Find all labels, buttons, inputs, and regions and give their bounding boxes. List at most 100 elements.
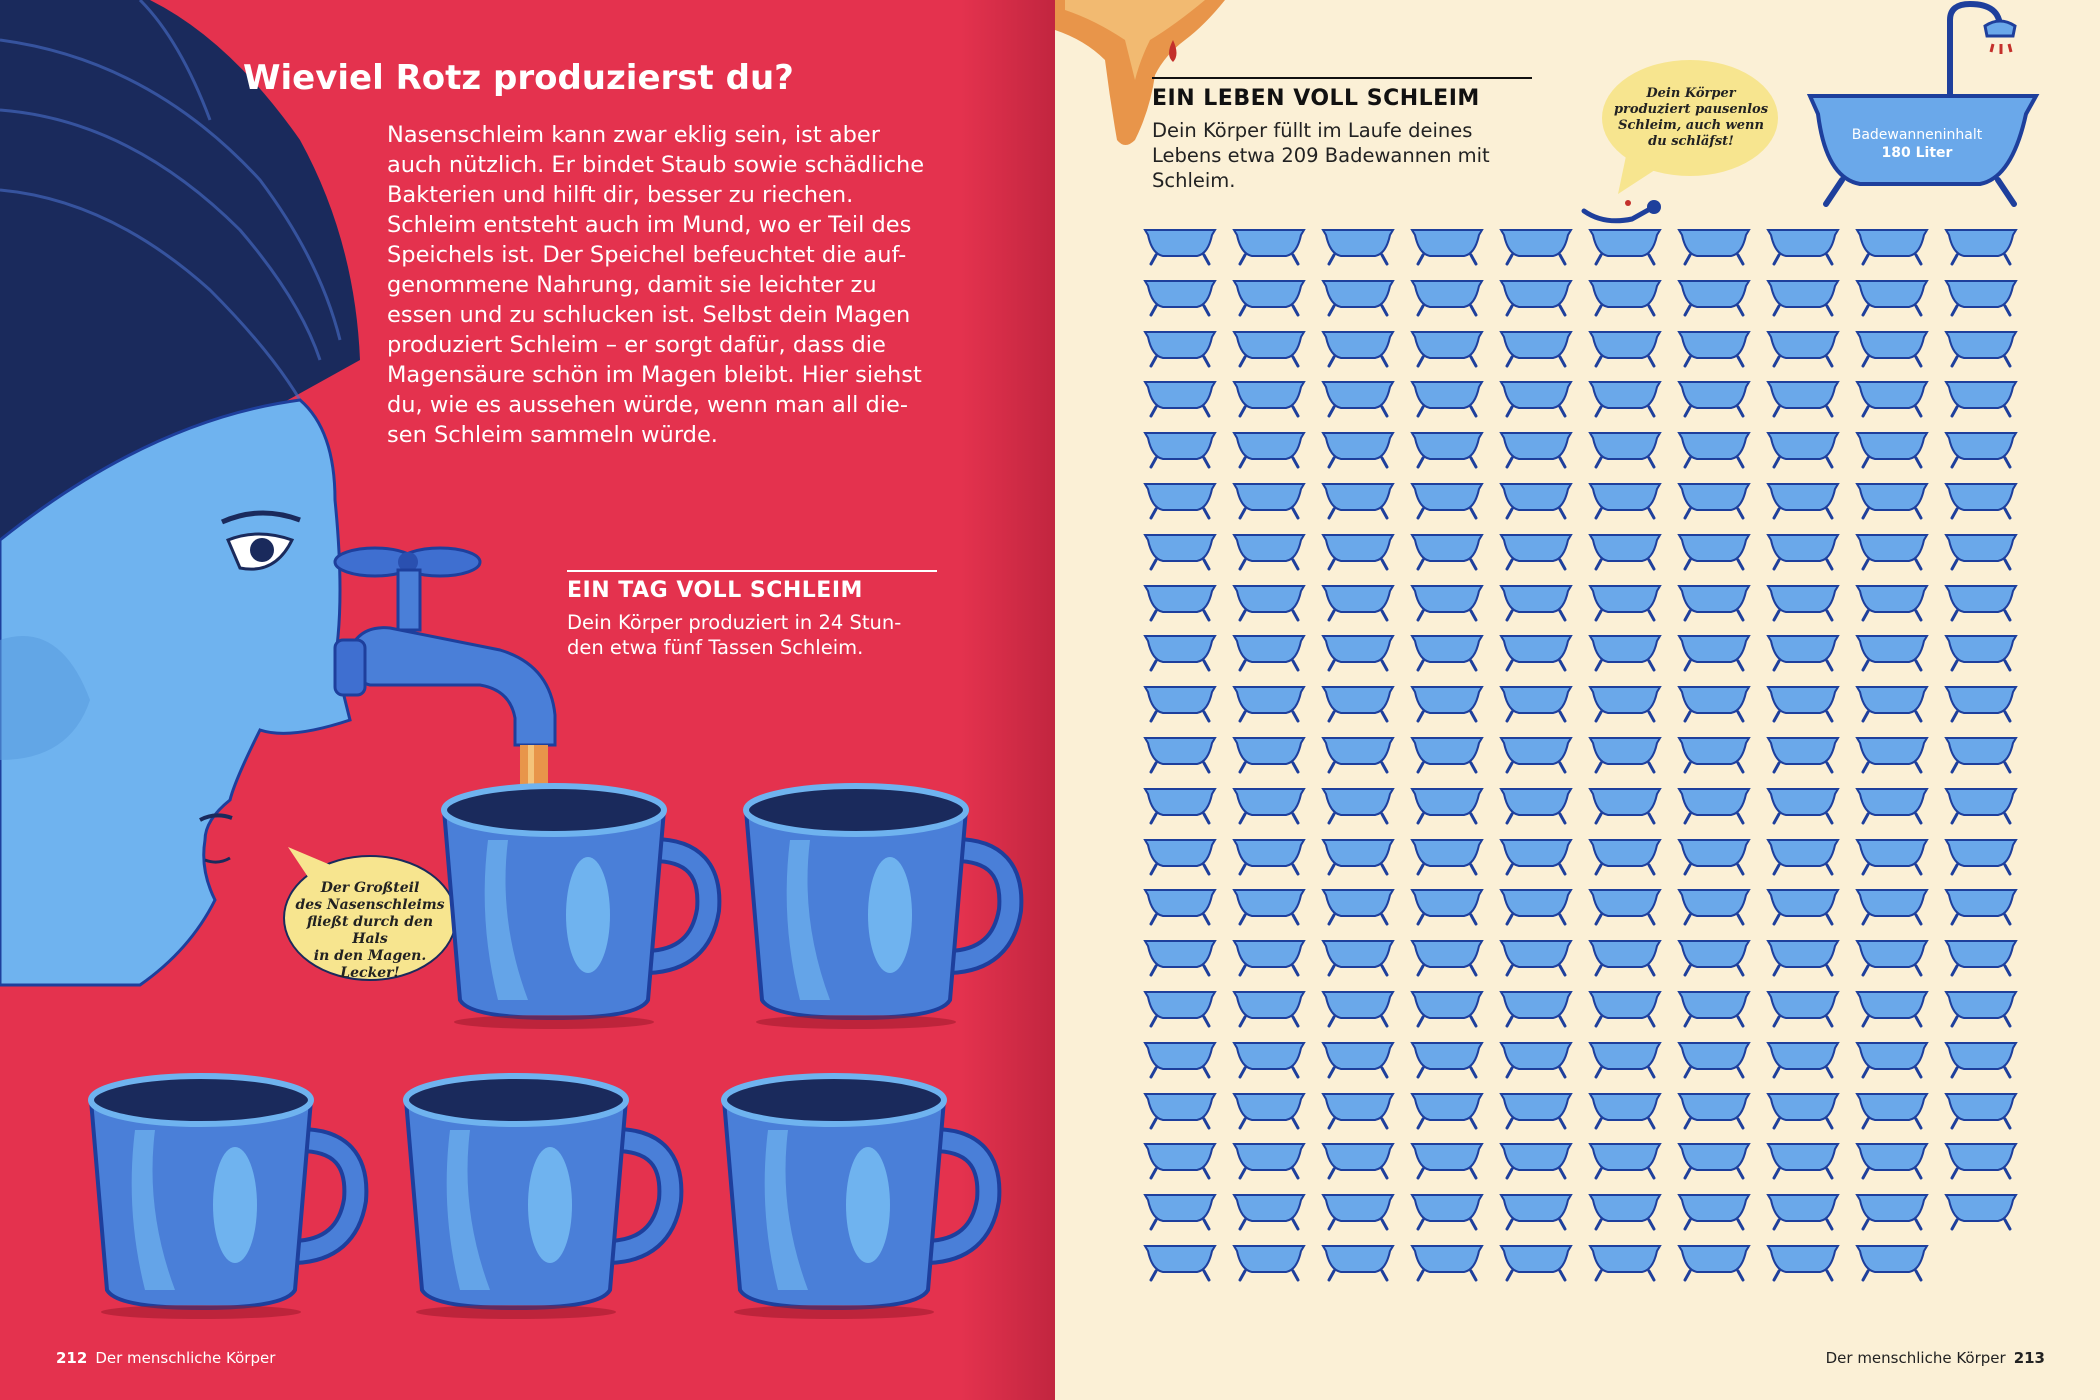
bathtub-icon	[1232, 425, 1306, 469]
bathtub-icon	[1143, 781, 1217, 825]
bathtub-icon	[1677, 781, 1751, 825]
bathtub-icon	[1499, 1238, 1573, 1282]
bathtub-icon	[1677, 1035, 1751, 1079]
bathtub-icon	[1143, 933, 1217, 977]
bathtub-icon	[1944, 679, 2018, 723]
bathtub-icon	[1677, 527, 1751, 571]
bathtub-icon	[1143, 527, 1217, 571]
bathtub-icon	[1855, 781, 1929, 825]
bathtub-icon	[1588, 1187, 1662, 1231]
mug-icon	[718, 1070, 1008, 1324]
bathtub-icon	[1321, 628, 1395, 672]
tag-line: den etwa fünf Tassen Schleim.	[567, 636, 864, 659]
intro-line: Nasenschleim kann zwar eklig sein, ist a…	[387, 122, 881, 148]
bathtub-icon	[1855, 882, 1929, 926]
bathtub-icon	[1499, 933, 1573, 977]
bathtub-key-icon	[1806, 0, 2040, 207]
sleeping-person-icon	[1581, 200, 1661, 224]
bathtub-icon	[1410, 1136, 1484, 1180]
bathtub-icon	[1855, 1086, 1929, 1130]
bathtub-icon	[1588, 578, 1662, 622]
bathtub-icon	[1499, 730, 1573, 774]
bathtub-icon	[1410, 628, 1484, 672]
bathtub-icon	[1588, 781, 1662, 825]
bathtub-icon	[1499, 1035, 1573, 1079]
bathtub-icon	[1588, 730, 1662, 774]
bathtub-icon	[1766, 273, 1840, 317]
bathtub-icon	[1321, 984, 1395, 1028]
intro-line: Bakterien und hilft dir, besser zu riech…	[387, 182, 854, 208]
bathtub-icon	[1499, 882, 1573, 926]
bathtub-icon	[1499, 425, 1573, 469]
face-illustration	[0, 0, 360, 987]
bathtub-icon	[1677, 1238, 1751, 1282]
bathtub-icon	[1410, 425, 1484, 469]
bathtub-icon	[1143, 324, 1217, 368]
bathtub-icon	[1677, 933, 1751, 977]
bathtub-icon	[1232, 222, 1306, 266]
bathtub-icon	[1410, 1238, 1484, 1282]
bathtub-icon	[1944, 578, 2018, 622]
bathtub-icon	[1232, 730, 1306, 774]
bathtub-icon	[1232, 781, 1306, 825]
bathtub-icon	[1677, 1086, 1751, 1130]
bathtub-icon	[1944, 832, 2018, 876]
page-number: 213	[2013, 1349, 2045, 1367]
faucet-illustration	[333, 546, 557, 815]
mug-icon	[85, 1070, 375, 1324]
bubble-line: des Nasenschleims	[295, 897, 445, 913]
bathtub-icon	[1588, 1136, 1662, 1180]
bathtub-icon	[1232, 1035, 1306, 1079]
bathtub-icon	[1499, 222, 1573, 266]
bathtub-icon	[1321, 679, 1395, 723]
bathtub-icon	[1944, 1086, 2018, 1130]
bathtub-icon	[1410, 832, 1484, 876]
bathtub-icon	[1232, 679, 1306, 723]
bathtub-icon	[1944, 628, 2018, 672]
bathtub-icon	[1143, 1086, 1217, 1130]
bathtub-icon	[1855, 374, 1929, 418]
bathtub-icon	[1588, 222, 1662, 266]
bathtub-icon	[1855, 273, 1929, 317]
bathtub-icon	[1232, 832, 1306, 876]
intro-line: produziert Schleim – er sorgt dafür, das…	[387, 332, 886, 358]
bathtub-icon	[1588, 679, 1662, 723]
bathtub-icon	[1321, 730, 1395, 774]
mug-icon	[400, 1070, 690, 1324]
mug-icon	[740, 780, 1030, 1034]
bathtub-icon	[1499, 476, 1573, 520]
bathtub-icon	[1766, 882, 1840, 926]
bathtub-icon	[1944, 933, 2018, 977]
bathtub-icon	[1410, 1187, 1484, 1231]
bathtub-icon	[1766, 832, 1840, 876]
bathtub-icon	[1855, 324, 1929, 368]
intro-line: Schleim entsteht auch im Mund, wo er Tei…	[387, 212, 912, 238]
bathtub-icon	[1588, 933, 1662, 977]
bathtub-icon	[1410, 273, 1484, 317]
bathtub-icon	[1677, 578, 1751, 622]
folio-left: 212 Der menschliche Körper	[56, 1349, 275, 1367]
bathtub-icon	[1588, 476, 1662, 520]
mug-icon	[438, 780, 728, 1034]
intro-line: sen Schleim sammeln würde.	[387, 422, 718, 448]
bubble-line: in den Magen.	[313, 948, 427, 964]
bathtub-icon	[1232, 578, 1306, 622]
bathtub-icon	[1321, 781, 1395, 825]
intro-line: essen und zu schlucken ist. Selbst dein …	[387, 302, 911, 328]
bathtub-icon	[1677, 882, 1751, 926]
bathtub-icon	[1143, 425, 1217, 469]
bathtub-icon	[1321, 476, 1395, 520]
bathtub-icon	[1232, 1086, 1306, 1130]
bathtub-icon	[1766, 1187, 1840, 1231]
tag-heading: EIN TAG VOLL SCHLEIM	[567, 578, 863, 603]
bathtub-icon	[1321, 324, 1395, 368]
bathtub-icon	[1588, 1035, 1662, 1079]
bathtub-icon	[1855, 222, 1929, 266]
bathtub-icon	[1944, 984, 2018, 1028]
bathtub-icon	[1677, 425, 1751, 469]
bathtub-icon	[1588, 628, 1662, 672]
bathtub-icon	[1766, 527, 1840, 571]
bathtub-icon	[1766, 324, 1840, 368]
bathtub-icon	[1677, 1136, 1751, 1180]
bathtub-icon	[1143, 882, 1217, 926]
